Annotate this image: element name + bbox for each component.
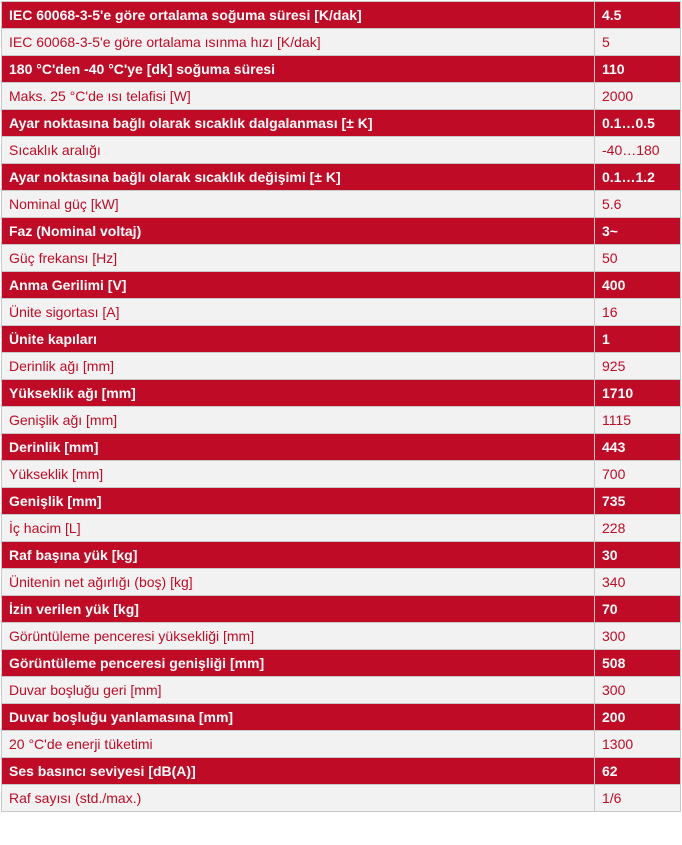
spec-value: 0.1…1.2 — [594, 163, 681, 191]
spec-value: 700 — [594, 460, 681, 488]
spec-row: Yükseklik [mm] 700 — [1, 460, 681, 488]
spec-row: Maks. 25 °C'de ısı telafisi [W] 2000 — [1, 82, 681, 110]
spec-label: 20 °C'de enerji tüketimi — [1, 730, 595, 758]
spec-value: 300 — [594, 622, 681, 650]
spec-row: Raf sayısı (std./max.) 1/6 — [1, 784, 681, 812]
spec-value: 1300 — [594, 730, 681, 758]
spec-row: 20 °C'de enerji tüketimi 1300 — [1, 730, 681, 758]
spec-value: 508 — [594, 649, 681, 677]
spec-label: 180 °C'den -40 °C'ye [dk] soğuma süresi — [1, 55, 595, 83]
spec-row: Faz (Nominal voltaj) 3~ — [1, 217, 681, 245]
spec-label: Raf başına yük [kg] — [1, 541, 595, 569]
spec-value: -40…180 — [594, 136, 681, 164]
spec-value: 925 — [594, 352, 681, 380]
spec-row: Nominal güç [kW] 5.6 — [1, 190, 681, 218]
spec-row: Görüntüleme penceresi yüksekliği [mm] 30… — [1, 622, 681, 650]
spec-value: 50 — [594, 244, 681, 272]
spec-row: 180 °C'den -40 °C'ye [dk] soğuma süresi … — [1, 55, 681, 83]
spec-label: Derinlik ağı [mm] — [1, 352, 595, 380]
spec-value: 735 — [594, 487, 681, 515]
spec-label: Duvar boşluğu yanlamasına [mm] — [1, 703, 595, 731]
spec-value: 110 — [594, 55, 681, 83]
spec-label: Ünite kapıları — [1, 325, 595, 353]
spec-row: Duvar boşluğu yanlamasına [mm] 200 — [1, 703, 681, 731]
spec-row: Duvar boşluğu geri [mm] 300 — [1, 676, 681, 704]
spec-row: İç hacim [L] 228 — [1, 514, 681, 542]
spec-value: 70 — [594, 595, 681, 623]
spec-value: 1115 — [594, 406, 681, 434]
spec-label: Görüntüleme penceresi genişliği [mm] — [1, 649, 595, 677]
spec-value: 443 — [594, 433, 681, 461]
spec-label: Ünite sigortası [A] — [1, 298, 595, 326]
spec-label: Faz (Nominal voltaj) — [1, 217, 595, 245]
spec-value: 300 — [594, 676, 681, 704]
spec-label: IEC 60068-3-5'e göre ortalama soğuma sür… — [1, 1, 595, 29]
spec-label: Ses basıncı seviyesi [dB(A)] — [1, 757, 595, 785]
spec-row: Güç frekansı [Hz] 50 — [1, 244, 681, 272]
spec-row: Ayar noktasına bağlı olarak sıcaklık değ… — [1, 163, 681, 191]
spec-row: Ünite sigortası [A] 16 — [1, 298, 681, 326]
spec-label: Nominal güç [kW] — [1, 190, 595, 218]
spec-label: İç hacim [L] — [1, 514, 595, 542]
spec-label: Anma Gerilimi [V] — [1, 271, 595, 299]
spec-label: Görüntüleme penceresi yüksekliği [mm] — [1, 622, 595, 650]
spec-value: 4.5 — [594, 1, 681, 29]
spec-value: 0.1…0.5 — [594, 109, 681, 137]
spec-row: IEC 60068-3-5'e göre ortalama ısınma hız… — [1, 28, 681, 56]
spec-value: 5.6 — [594, 190, 681, 218]
spec-value: 228 — [594, 514, 681, 542]
spec-label: Güç frekansı [Hz] — [1, 244, 595, 272]
spec-value: 5 — [594, 28, 681, 56]
spec-row: İzin verilen yük [kg] 70 — [1, 595, 681, 623]
spec-label: Yükseklik ağı [mm] — [1, 379, 595, 407]
spec-label: Ayar noktasına bağlı olarak sıcaklık dal… — [1, 109, 595, 137]
spec-row: Ünitenin net ağırlığı (boş) [kg] 340 — [1, 568, 681, 596]
spec-row: Raf başına yük [kg] 30 — [1, 541, 681, 569]
spec-value: 2000 — [594, 82, 681, 110]
spec-row: Ünite kapıları 1 — [1, 325, 681, 353]
spec-label: Maks. 25 °C'de ısı telafisi [W] — [1, 82, 595, 110]
spec-label: Derinlik [mm] — [1, 433, 595, 461]
spec-label: Yükseklik [mm] — [1, 460, 595, 488]
spec-value: 62 — [594, 757, 681, 785]
spec-table-body: IEC 60068-3-5'e göre ortalama soğuma sür… — [1, 1, 681, 812]
spec-value: 400 — [594, 271, 681, 299]
spec-value: 16 — [594, 298, 681, 326]
spec-row: Genişlik [mm] 735 — [1, 487, 681, 515]
spec-row: Görüntüleme penceresi genişliği [mm] 508 — [1, 649, 681, 677]
spec-label: Genişlik [mm] — [1, 487, 595, 515]
spec-label: Genişlik ağı [mm] — [1, 406, 595, 434]
spec-label: Ünitenin net ağırlığı (boş) [kg] — [1, 568, 595, 596]
spec-value: 1/6 — [594, 784, 681, 812]
spec-label: Ayar noktasına bağlı olarak sıcaklık değ… — [1, 163, 595, 191]
spec-label: İzin verilen yük [kg] — [1, 595, 595, 623]
spec-row: Sıcaklık aralığı -40…180 — [1, 136, 681, 164]
spec-value: 1710 — [594, 379, 681, 407]
spec-table: IEC 60068-3-5'e göre ortalama soğuma sür… — [1, 1, 681, 812]
spec-row: Derinlik ağı [mm] 925 — [1, 352, 681, 380]
spec-row: Derinlik [mm] 443 — [1, 433, 681, 461]
spec-row: Ses basıncı seviyesi [dB(A)] 62 — [1, 757, 681, 785]
spec-row: Genişlik ağı [mm] 1115 — [1, 406, 681, 434]
spec-value: 3~ — [594, 217, 681, 245]
spec-label: IEC 60068-3-5'e göre ortalama ısınma hız… — [1, 28, 595, 56]
spec-value: 200 — [594, 703, 681, 731]
spec-row: IEC 60068-3-5'e göre ortalama soğuma sür… — [1, 1, 681, 29]
spec-label: Duvar boşluğu geri [mm] — [1, 676, 595, 704]
spec-row: Yükseklik ağı [mm] 1710 — [1, 379, 681, 407]
spec-value: 30 — [594, 541, 681, 569]
spec-row: Anma Gerilimi [V] 400 — [1, 271, 681, 299]
spec-value: 340 — [594, 568, 681, 596]
spec-row: Ayar noktasına bağlı olarak sıcaklık dal… — [1, 109, 681, 137]
spec-label: Raf sayısı (std./max.) — [1, 784, 595, 812]
spec-value: 1 — [594, 325, 681, 353]
spec-label: Sıcaklık aralığı — [1, 136, 595, 164]
